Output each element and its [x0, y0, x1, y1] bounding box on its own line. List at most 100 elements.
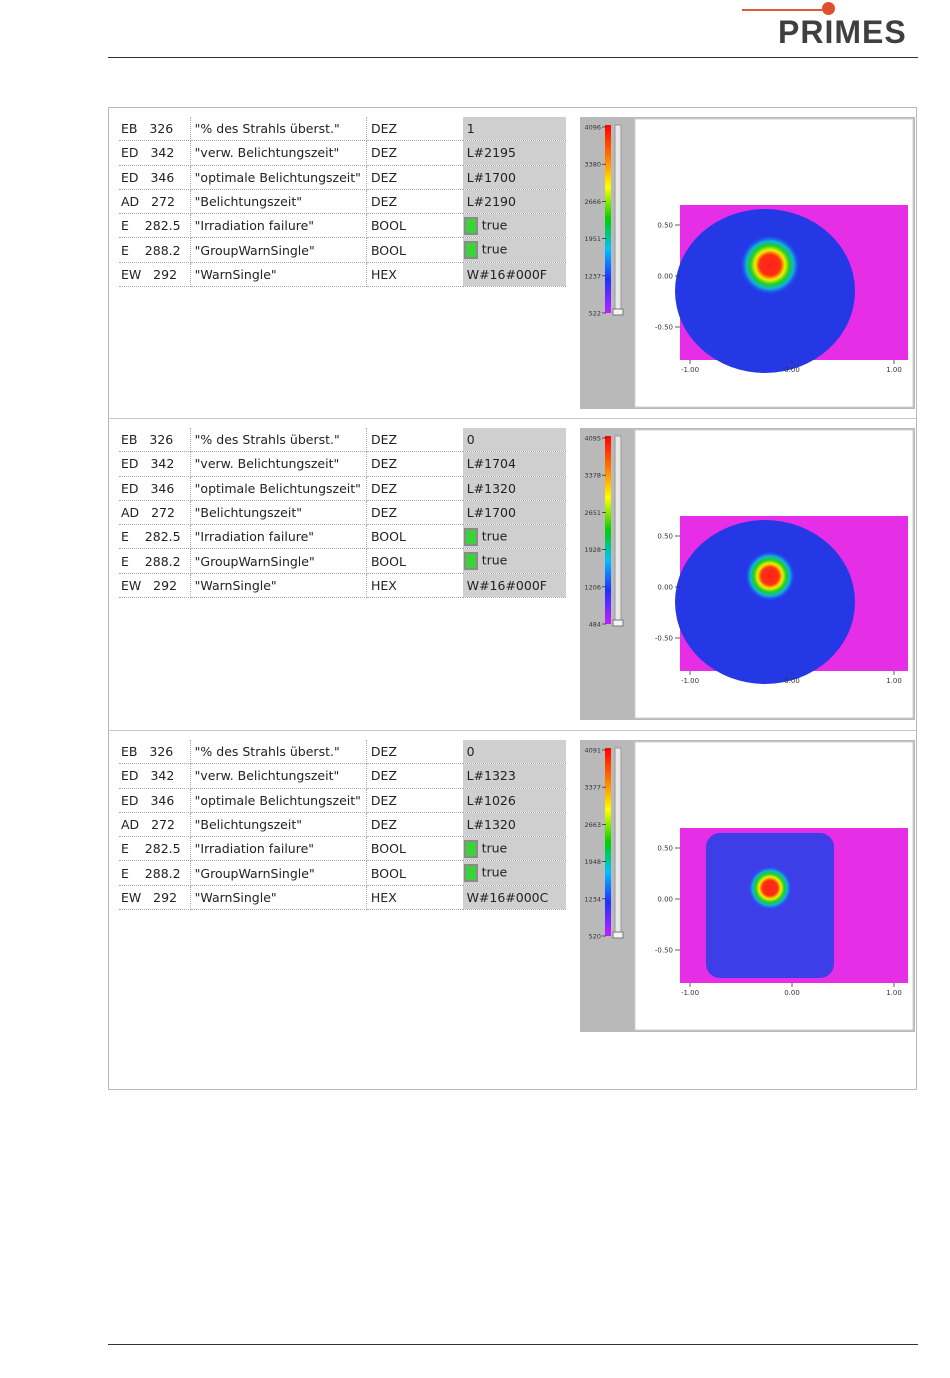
table-row: AD 272 "Belichtungszeit" DEZ L#1700 — [119, 500, 566, 526]
value-cell-text: true — [481, 528, 508, 544]
panel-2: EB 326 "% des Strahls überst." DEZ 0 ED 342 "… — [109, 419, 916, 729]
symbol-cell: "WarnSingle" — [190, 573, 367, 599]
symbol-cell-text: "Belichtungszeit" — [194, 817, 302, 833]
table-row: ED 342 "verw. Belichtungszeit" DEZ L#2195 — [119, 140, 566, 166]
scale-tick-label: 4095 — [584, 435, 601, 443]
address-cell: AD 272 — [119, 189, 191, 215]
address-cell-text: E 282.5 — [121, 841, 181, 857]
symbol-cell: "Belichtungszeit" — [190, 189, 367, 215]
beam-plot-3: 4091 3377 2663 1948 1234 520 0.50 0.00 -0.50 -1.0… — [580, 740, 915, 1032]
variable-table-3: EB 326 "% des Strahls überst." DEZ 0 ED 342 "… — [119, 740, 566, 911]
y-tick-label: 0.00 — [657, 584, 673, 592]
format-cell-text: DEZ — [370, 456, 398, 472]
variable-table-1: EB 326 "% des Strahls überst." DEZ 1 ED 342 "… — [119, 117, 566, 288]
scale-tick-label: 484 — [589, 621, 601, 629]
table-row: ED 346 "optimale Belichtungszeit" DEZ L#102… — [119, 788, 566, 813]
address-cell-text: EB 326 — [121, 744, 174, 760]
value-cell-text: L#2190 — [466, 194, 516, 210]
format-cell-text: DEZ — [370, 744, 397, 760]
table-row: E 282.5 "Irradiation failure" BOOL true — [119, 524, 566, 550]
address-cell: ED 342 — [119, 451, 191, 477]
table-row: E 282.5 "Irradiation failure" BOOL true — [119, 836, 566, 862]
table-row: AD 272 "Belichtungszeit" DEZ L#2190 — [119, 189, 566, 215]
format-cell-text: BOOL — [370, 242, 406, 258]
format-cell-text: BOOL — [370, 553, 406, 569]
symbol-cell: "optimale Belichtungszeit" — [190, 165, 367, 190]
panel-1: EB 326 "% des Strahls überst." DEZ 1 ED 342 "… — [109, 108, 916, 418]
format-cell-text: DEZ — [370, 505, 398, 521]
value-cell: L#1320 — [462, 812, 566, 838]
format-cell: BOOL — [366, 836, 463, 862]
symbol-cell-text: "optimale Belichtungszeit" — [194, 169, 361, 185]
value-cell-text: L#1323 — [466, 768, 516, 784]
status-led-icon — [463, 839, 478, 858]
format-cell: HEX — [366, 885, 463, 911]
address-cell-text: E 288.2 — [121, 553, 181, 569]
scale-slider-handle — [612, 931, 624, 939]
value-cell: true — [462, 213, 566, 239]
address-cell-text: EW 292 — [121, 577, 178, 593]
symbol-cell: "Irradiation failure" — [190, 213, 367, 239]
beam-plot-svg-2: 4095 3378 2651 1928 1206 484 0.50 0.00 -0.50 -1.0… — [584, 429, 914, 719]
address-cell: E 282.5 — [119, 836, 191, 862]
x-tick-label: 1.00 — [886, 677, 902, 685]
address-cell: ED 346 — [119, 165, 191, 190]
value-cell: 0 — [462, 428, 566, 453]
format-cell-text: BOOL — [370, 865, 406, 881]
value-cell-text: 0 — [466, 432, 475, 448]
format-cell-text: HEX — [370, 577, 397, 593]
beam-plot-svg-1: 4096 3380 2666 1951 1237 522 0.50 0.00 -0.50 -1.0… — [584, 118, 914, 408]
symbol-cell-text: "optimale Belichtungszeit" — [194, 480, 361, 496]
table-row: EW 292 "WarnSingle" HEX W#16#000F — [119, 573, 566, 599]
format-cell-text: DEZ — [370, 432, 398, 448]
y-tick-label: -0.50 — [655, 324, 673, 332]
panel-separator-1 — [109, 418, 916, 419]
value-cell: W#16#000F — [462, 262, 566, 288]
symbol-cell-text: "% des Strahls überst." — [194, 432, 340, 448]
x-tick-label: 0.00 — [784, 989, 800, 997]
symbol-cell-text: "Irradiation failure" — [194, 529, 315, 545]
beam-footprint — [675, 520, 855, 684]
y-tick-label: -0.50 — [655, 947, 673, 955]
format-cell: BOOL — [366, 524, 463, 550]
table-row: ED 342 "verw. Belichtungszeit" DEZ L#1323 — [119, 763, 566, 789]
symbol-cell: "verw. Belichtungszeit" — [190, 451, 367, 477]
status-led-icon — [463, 216, 478, 235]
symbol-cell: "% des Strahls überst." — [190, 428, 367, 453]
format-cell-text: HEX — [370, 889, 397, 905]
format-cell: DEZ — [366, 788, 463, 813]
format-cell: BOOL — [366, 213, 463, 239]
value-cell-text: L#1320 — [466, 480, 516, 496]
scale-tick-label: 522 — [589, 310, 601, 318]
scale-tick-label: 3380 — [584, 161, 601, 169]
symbol-cell-text: "% des Strahls überst." — [194, 121, 340, 137]
symbol-cell: "Belichtungszeit" — [190, 500, 367, 526]
address-cell-text: ED 342 — [121, 456, 175, 472]
address-cell: E 288.2 — [119, 237, 191, 263]
value-cell-text: 1 — [466, 121, 475, 137]
x-tick-label: 1.00 — [886, 366, 902, 374]
format-cell: DEZ — [366, 476, 463, 501]
value-cell: true — [462, 836, 566, 862]
symbol-cell: "GroupWarnSingle" — [190, 860, 367, 886]
address-cell: ED 342 — [119, 140, 191, 166]
value-cell-text: L#1026 — [466, 792, 516, 808]
format-cell: BOOL — [366, 548, 463, 574]
format-cell-text: DEZ — [370, 480, 398, 496]
beam-spot — [745, 551, 795, 601]
address-cell-text: AD 272 — [121, 505, 175, 521]
format-cell-text: DEZ — [370, 169, 398, 185]
x-tick-label: -1.00 — [681, 366, 699, 374]
scale-tick-label: 2651 — [584, 509, 601, 517]
value-cell-text: L#1704 — [466, 456, 516, 472]
symbol-cell-text: "WarnSingle" — [194, 266, 277, 282]
address-cell: ED 346 — [119, 788, 191, 813]
address-cell: EW 292 — [119, 885, 191, 911]
format-cell: DEZ — [366, 428, 463, 453]
format-cell: HEX — [366, 262, 463, 288]
format-cell: DEZ — [366, 189, 463, 215]
table-row: E 282.5 "Irradiation failure" BOOL true — [119, 213, 566, 239]
format-cell-text: BOOL — [370, 841, 406, 857]
scale-tick-label: 1234 — [584, 895, 601, 903]
symbol-cell-text: "WarnSingle" — [194, 577, 277, 593]
